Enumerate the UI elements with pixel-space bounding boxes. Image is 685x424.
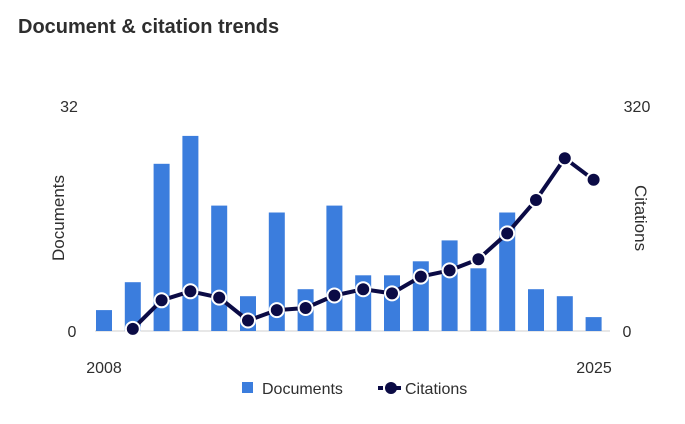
- left-axis-tick-max: 32: [60, 99, 78, 116]
- citations-point-2013: [240, 312, 256, 329]
- legend-citations-label: Citations: [405, 381, 467, 398]
- documents-bar-2020: [441, 240, 458, 331]
- citations-point-2010: [153, 292, 170, 309]
- citations-point-2021: [470, 251, 487, 268]
- documents-bar-2010: [153, 163, 170, 332]
- documents-bar-2011: [182, 135, 199, 331]
- x-axis-tick-last: 2025: [576, 360, 612, 377]
- documents-bar-2023: [528, 289, 544, 331]
- citations-line-group: [124, 150, 602, 337]
- citations-point-2017: [355, 281, 372, 298]
- documents-bar-2025: [585, 317, 602, 331]
- documents-bar-2014: [268, 212, 285, 331]
- documents-bar-2016: [326, 205, 343, 331]
- citations-point-2014: [268, 302, 285, 319]
- citations-point-2012: [211, 289, 228, 306]
- citations-point-2015: [297, 300, 314, 316]
- documents-bar-2012: [211, 205, 228, 331]
- documents-bars: [96, 135, 602, 332]
- right-axis-tick-min: 0: [623, 324, 632, 341]
- citations-point-2016: [326, 287, 343, 304]
- citations-point-2020: [441, 262, 458, 279]
- right-axis-tick-max: 320: [624, 99, 651, 116]
- chart-title: Document & citation trends: [18, 16, 280, 38]
- documents-bar-2018: [384, 275, 400, 332]
- documents-bar-2009: [124, 282, 141, 331]
- x-axis-tick-first: 2008: [86, 360, 122, 377]
- citations-point-2009: [124, 320, 141, 337]
- citations-point-2025: [585, 171, 602, 188]
- citations-point-2022: [499, 225, 516, 242]
- documents-bar-2021: [470, 268, 487, 331]
- legend-citations-marker: [385, 382, 397, 394]
- legend-documents-swatch: [242, 382, 253, 393]
- documents-bar-2022: [499, 212, 516, 331]
- legend-documents-label: Documents: [262, 381, 343, 398]
- documents-bar-2024: [556, 296, 573, 331]
- documents-bar-2008: [96, 310, 112, 331]
- citations-point-2024: [556, 150, 573, 167]
- legend: Documents Citations: [242, 381, 467, 398]
- citations-point-2023: [528, 192, 544, 208]
- right-axis-label: Citations: [631, 185, 650, 251]
- left-axis-label: Documents: [49, 175, 68, 261]
- citations-point-2011: [182, 283, 199, 300]
- citations-point-2018: [384, 285, 400, 302]
- left-axis-tick-min: 0: [68, 324, 77, 341]
- citations-point-2019: [412, 268, 429, 285]
